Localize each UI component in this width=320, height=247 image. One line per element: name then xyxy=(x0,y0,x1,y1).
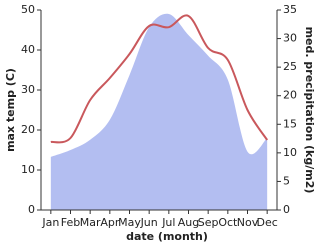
y-axis-label: max temp (C) xyxy=(4,68,17,152)
y2-tick-label: 5 xyxy=(283,174,290,187)
x-tick-label: Aug xyxy=(178,216,199,229)
x-tick-label: May xyxy=(118,216,141,229)
y-tick-label: 0 xyxy=(28,203,35,216)
y2-tick-label: 35 xyxy=(283,3,297,16)
x-tick-label: Oct xyxy=(218,216,238,229)
y-tick-label: 10 xyxy=(21,163,35,176)
y2-tick-label: 10 xyxy=(283,146,297,159)
x-tick-label: Jul xyxy=(161,216,175,229)
y2-tick-label: 30 xyxy=(283,32,297,45)
x-tick-label: Jun xyxy=(140,216,158,229)
y-tick-label: 20 xyxy=(21,123,35,136)
y2-tick-label: 25 xyxy=(283,60,297,73)
y-tick-label: 40 xyxy=(21,43,35,56)
x-tick-label: Feb xyxy=(61,216,80,229)
y-tick-label: 50 xyxy=(21,3,35,16)
y2-axis-label: med. precipitation (kg/m2) xyxy=(303,27,316,194)
y2-tick-label: 15 xyxy=(283,117,297,130)
x-tick-label: Jan xyxy=(41,216,59,229)
y2-tick-label: 0 xyxy=(283,203,290,216)
y-tick-label: 30 xyxy=(21,83,35,96)
x-tick-label: Sep xyxy=(198,216,219,229)
temperature-line xyxy=(50,14,269,144)
precipitation-area xyxy=(50,13,268,211)
x-axis-label: date (month) xyxy=(126,230,208,243)
y2-tick-label: 20 xyxy=(283,89,297,102)
x-tick-label: Dec xyxy=(257,216,278,229)
x-tick-label: Apr xyxy=(100,216,120,229)
x-tick-label: Nov xyxy=(237,216,259,229)
x-tick-label: Mar xyxy=(80,216,101,229)
